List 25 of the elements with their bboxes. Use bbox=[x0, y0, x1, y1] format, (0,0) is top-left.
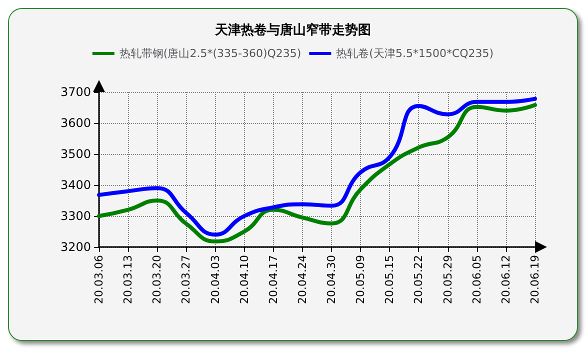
x-tick-label: 20.03.20 bbox=[150, 255, 164, 304]
legend-label: 热轧带钢(唐山2.5*(335-360)Q235) bbox=[119, 47, 302, 60]
x-tick-label: 20.06.05 bbox=[470, 255, 484, 304]
x-tick-label: 20.03.06 bbox=[92, 255, 106, 304]
y-tick-label: 3700 bbox=[60, 85, 91, 99]
x-tick-label: 20.04.10 bbox=[238, 255, 251, 304]
x-tick-label: 20.03.27 bbox=[180, 255, 193, 304]
x-tick-label: 20.04.24 bbox=[296, 255, 309, 304]
legend-label: 热轧卷(天津5.5*1500*CQ235) bbox=[336, 47, 494, 60]
x-tick-label: 20.05.22 bbox=[412, 255, 426, 304]
x-tick-label: 20.04.03 bbox=[208, 255, 222, 304]
y-tick-label: 3400 bbox=[60, 178, 91, 192]
x-tick-label: 20.03.13 bbox=[122, 255, 135, 304]
y-tick-label: 3200 bbox=[60, 240, 91, 254]
y-tick-label: 3600 bbox=[60, 116, 91, 130]
chart-title: 天津热卷与唐山窄带走势图 bbox=[214, 22, 371, 38]
x-tick-label: 20.04.17 bbox=[266, 255, 280, 304]
x-tick-label: 20.06.12 bbox=[499, 255, 512, 304]
y-tick-label: 3300 bbox=[60, 209, 91, 223]
y-tick-label: 3500 bbox=[60, 147, 91, 161]
x-tick-label: 20.04.30 bbox=[325, 255, 338, 304]
x-tick-label: 20.05.29 bbox=[441, 255, 454, 304]
x-tick-label: 20.05.15 bbox=[383, 255, 396, 304]
x-tick-label: 20.05.09 bbox=[354, 255, 368, 304]
x-tick-label: 20.06.19 bbox=[528, 255, 542, 304]
